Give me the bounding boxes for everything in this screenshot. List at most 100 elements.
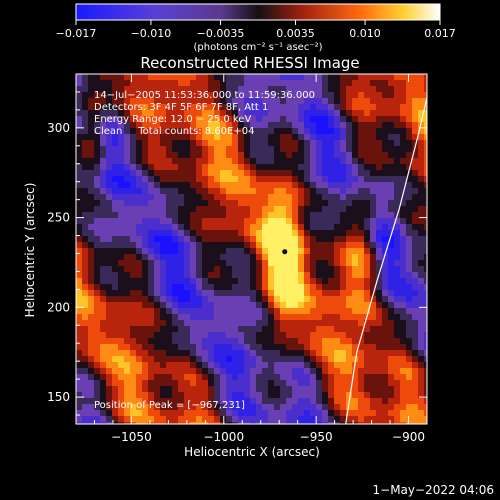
heatmap-cell xyxy=(118,98,125,105)
heatmap-cell xyxy=(358,218,365,225)
heatmap-cell xyxy=(310,206,317,213)
heatmap-cell xyxy=(214,248,221,255)
heatmap-cell xyxy=(352,86,359,93)
heatmap-cell xyxy=(208,188,215,195)
heatmap-cell xyxy=(214,278,221,285)
heatmap-cell xyxy=(262,380,269,387)
heatmap-cell xyxy=(394,308,401,315)
heatmap-cell xyxy=(94,308,101,315)
heatmap-cell xyxy=(184,398,191,405)
heatmap-cell xyxy=(106,254,113,261)
heatmap-cell xyxy=(220,152,227,159)
heatmap-cell xyxy=(292,170,299,177)
heatmap-cell xyxy=(142,386,149,393)
heatmap-cell xyxy=(352,134,359,141)
heatmap-cell xyxy=(292,326,299,333)
heatmap-cell xyxy=(106,308,113,315)
heatmap-cell xyxy=(316,284,323,291)
heatmap-cell xyxy=(418,374,425,381)
heatmap-cell xyxy=(142,140,149,147)
heatmap-cell xyxy=(304,242,311,249)
heatmap-cell xyxy=(190,242,197,249)
heatmap-cell xyxy=(166,140,173,147)
heatmap-cell xyxy=(364,200,371,207)
heatmap-cell xyxy=(94,368,101,375)
heatmap-cell xyxy=(220,338,227,345)
heatmap-cell xyxy=(196,290,203,297)
heatmap-cell xyxy=(154,146,161,153)
heatmap-cell xyxy=(322,416,329,423)
heatmap-cell xyxy=(394,422,401,424)
heatmap-cell xyxy=(400,248,407,255)
heatmap-cell xyxy=(160,302,167,309)
heatmap-cell xyxy=(172,200,179,207)
heatmap-cell xyxy=(418,224,425,231)
heatmap-cell xyxy=(124,422,131,424)
heatmap-cell xyxy=(130,332,137,339)
heatmap-cell xyxy=(376,92,383,99)
heatmap-cell xyxy=(172,380,179,387)
heatmap-cell xyxy=(220,416,227,423)
heatmap-cell xyxy=(292,350,299,357)
heatmap-cell xyxy=(424,284,427,291)
heatmap-cell xyxy=(124,284,131,291)
heatmap-cell xyxy=(346,146,353,153)
heatmap-cell xyxy=(322,260,329,267)
heatmap-cell xyxy=(184,374,191,381)
heatmap-cell xyxy=(292,290,299,297)
heatmap-cell xyxy=(388,260,395,267)
heatmap-cell xyxy=(202,170,209,177)
heatmap-cell xyxy=(418,392,425,399)
heatmap-cell xyxy=(94,332,101,339)
heatmap-cell xyxy=(232,254,239,261)
heatmap-cell xyxy=(160,422,167,424)
heatmap-cell xyxy=(172,224,179,231)
heatmap-cell xyxy=(118,266,125,273)
heatmap-cell xyxy=(202,98,209,105)
heatmap-cell xyxy=(304,260,311,267)
heatmap-cell xyxy=(82,170,89,177)
heatmap-cell xyxy=(352,110,359,117)
heatmap-cell xyxy=(172,326,179,333)
heatmap-cell xyxy=(88,170,95,177)
heatmap-cell xyxy=(196,176,203,183)
heatmap-cell xyxy=(154,176,161,183)
heatmap-cell xyxy=(280,230,287,237)
heatmap-cell xyxy=(346,380,353,387)
heatmap-cell xyxy=(142,308,149,315)
heatmap-cell xyxy=(232,380,239,387)
heatmap-cell xyxy=(358,422,365,424)
heatmap-cell xyxy=(358,122,365,129)
heatmap-cell xyxy=(82,314,89,321)
heatmap-cell xyxy=(340,158,347,165)
heatmap-cell xyxy=(388,314,395,321)
heatmap-cell xyxy=(166,266,173,273)
heatmap-cell xyxy=(178,236,185,243)
heatmap-cell xyxy=(298,308,305,315)
heatmap-cell xyxy=(310,344,317,351)
heatmap-cell xyxy=(250,98,257,105)
heatmap-cell xyxy=(400,230,407,237)
heatmap-cell xyxy=(322,404,329,411)
heatmap-cell xyxy=(298,398,305,405)
heatmap-cell xyxy=(220,170,227,177)
heatmap-cell xyxy=(148,386,155,393)
heatmap-cell xyxy=(262,308,269,315)
heatmap-cell xyxy=(280,254,287,261)
heatmap-cell xyxy=(280,416,287,423)
heatmap-cell xyxy=(214,320,221,327)
heatmap-cell xyxy=(400,392,407,399)
heatmap-cell xyxy=(394,410,401,417)
heatmap-cell xyxy=(340,338,347,345)
heatmap-cell xyxy=(154,152,161,159)
heatmap-cell xyxy=(400,416,407,423)
heatmap-cell xyxy=(316,80,323,87)
heatmap-cell xyxy=(244,326,251,333)
heatmap-cell xyxy=(220,212,227,219)
heatmap-cell xyxy=(232,290,239,297)
heatmap-cell xyxy=(94,230,101,237)
heatmap-cell xyxy=(340,224,347,231)
heatmap-cell xyxy=(376,320,383,327)
heatmap-cell xyxy=(112,386,119,393)
heatmap-cell xyxy=(112,206,119,213)
